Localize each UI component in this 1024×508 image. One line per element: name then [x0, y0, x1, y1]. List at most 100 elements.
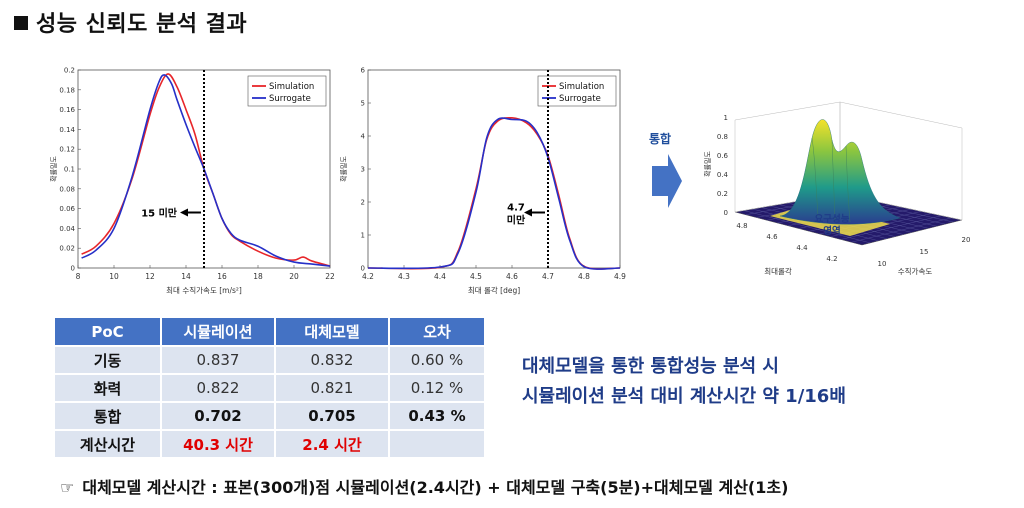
footnote: ☞ 대체모델 계산시간 : 표본(300개)점 시뮬레이션(2.4시간) + 대체… [60, 474, 788, 498]
merge-arrow-icon [652, 154, 682, 208]
legend-entry: Surrogate [269, 94, 311, 104]
row-label: 화력 [55, 374, 162, 403]
z-tick-label: 1 [724, 114, 728, 122]
z-tick-label: 0.6 [717, 152, 729, 160]
legend-entry: Simulation [269, 82, 314, 92]
threshold-label-line1: 4.7 [507, 203, 525, 214]
x-tick-label: 4.6 [766, 233, 778, 241]
y-tick-label: 1 [361, 232, 365, 240]
table-row: 계산시간 40.3 시간 2.4 시간 [55, 430, 486, 459]
threshold-label-line2: 미만 [507, 214, 526, 227]
y-tick-label: 0.2 [64, 67, 75, 75]
x-tick-label: 4.3 [398, 272, 410, 281]
region-label-line1: 요구성능 [815, 213, 850, 225]
cell-simulation: 0.702 [161, 402, 276, 431]
y-axis-label: 수직가속도 [898, 266, 933, 276]
cell-surrogate: 0.821 [275, 374, 390, 403]
legend-entry: Simulation [559, 82, 604, 92]
series-line-surrogate [81, 74, 331, 267]
z-tick-label: 0 [724, 209, 728, 217]
y-axis-label: 확률밀도 [339, 156, 348, 182]
page-title-text: 성능 신뢰도 분석 결과 [36, 12, 248, 37]
page-title: 성능 신뢰도 분석 결과 [14, 6, 247, 38]
x-tick-label: 4.8 [736, 222, 747, 230]
y-tick-label: 5 [361, 100, 365, 108]
summary-line-1: 대체모델을 통한 통합성능 분석 시 [522, 356, 779, 377]
pointing-hand-icon: ☞ [60, 478, 75, 497]
cell-surrogate: 2.4 시간 [275, 430, 390, 459]
back-panel-right [839, 101, 963, 221]
cell-simulation: 0.837 [161, 346, 276, 375]
legend-box [247, 75, 327, 107]
x-tick-label: 4.2 [826, 255, 837, 263]
table-header-error: 오차 [389, 318, 486, 347]
y-tick-label: 0 [361, 265, 365, 273]
table-header-surrogate: 대체모델 [275, 318, 390, 347]
legend-entry: Surrogate [559, 94, 601, 104]
x-tick-label: 16 [217, 272, 227, 281]
x-tick-label: 4.4 [434, 272, 446, 281]
table-header-row: PoC 시뮬레이션 대체모델 오차 [55, 318, 486, 347]
y-tick-label: 3 [361, 166, 365, 174]
y-tick-label: 15 [920, 248, 929, 256]
y-tick-label: 0.06 [59, 205, 75, 213]
summary-text: 대체모델을 통한 통합성능 분석 시 시뮬레이션 분석 대비 계산시간 약 1/… [522, 352, 846, 412]
threshold-arrow-head [524, 208, 532, 217]
x-tick-label: 4.8 [578, 272, 590, 281]
title-square-bullet [14, 16, 28, 30]
y-tick-label: 0.08 [59, 185, 75, 193]
cell-simulation: 0.822 [161, 374, 276, 403]
threshold-label: 15 미만 [141, 207, 178, 220]
y-tick-label: 0.12 [59, 146, 75, 154]
x-tick-label: 4.2 [362, 272, 374, 281]
legend-box [537, 75, 617, 107]
x-tick-label: 4.7 [542, 272, 554, 281]
y-tick-label: 0 [71, 265, 75, 273]
x-tick-label: 10 [109, 272, 119, 281]
cell-error: 0.60 % [389, 346, 486, 375]
cell-error [389, 430, 486, 459]
x-axis-label: 최대롤각 [764, 266, 792, 276]
footnote-text: 대체모델 계산시간 : 표본(300개)점 시뮬레이션(2.4시간) + 대체모… [82, 478, 789, 497]
y-tick-label: 0.14 [59, 126, 75, 134]
y-tick-label: 6 [361, 67, 366, 75]
y-tick-label: 0.02 [59, 245, 75, 253]
row-label: 계산시간 [55, 430, 162, 459]
x-tick-label: 14 [181, 272, 191, 281]
x-tick-label: 4.9 [614, 272, 626, 281]
row-label: 기동 [55, 346, 162, 375]
y-tick-label: 20 [962, 236, 971, 244]
threshold-arrow-head [180, 208, 188, 217]
cell-error: 0.43 % [389, 402, 486, 431]
cell-error: 0.12 % [389, 374, 486, 403]
merge-label: 통합 [649, 132, 672, 146]
x-tick-label: 12 [145, 272, 155, 281]
y-tick-label: 4 [361, 133, 366, 141]
results-table: PoC 시뮬레이션 대체모델 오차 기동 0.837 0.832 0.60 % … [55, 318, 486, 459]
chart-roll-angle: 4.2 4.3 4.4 4.5 4.6 4.7 4.8 4.9 0 1 2 3 4 5 6 최대 롤각 [de… [339, 67, 626, 296]
y-tick-label: 10 [878, 260, 887, 268]
surface-mesh-lines [811, 137, 851, 223]
x-axis-label: 최대 수직가속도 [m/s²] [166, 285, 242, 295]
x-tick-label: 22 [325, 272, 335, 281]
x-tick-label: 8 [76, 272, 81, 281]
z-axis-label: 확률밀도 [703, 151, 712, 177]
z-tick-label: 0.2 [717, 190, 728, 198]
table-row: 화력 0.822 0.821 0.12 % [55, 374, 486, 403]
y-tick-label: 0.1 [64, 166, 75, 174]
x-tick-label: 20 [289, 272, 299, 281]
chart-vertical-acceleration: 8 10 12 14 16 18 20 22 0 0.02 0.04 0.06 0.08 0.1 0.12 0… [49, 67, 335, 296]
table-header-poc: PoC [55, 318, 162, 347]
x-tick-label: 4.5 [470, 272, 482, 281]
cell-surrogate: 0.705 [275, 402, 390, 431]
table-row: 통합 0.702 0.705 0.43 % [55, 402, 486, 431]
x-tick-label: 4.4 [796, 244, 808, 252]
x-axis-label: 최대 롤각 [deg] [468, 285, 520, 295]
y-axis-label: 확률밀도 [49, 156, 58, 182]
z-tick-label: 0.8 [717, 133, 728, 141]
z-tick-label: 0.4 [717, 171, 729, 179]
table-header-simulation: 시뮬레이션 [161, 318, 276, 347]
summary-line-2: 시뮬레이션 분석 대비 계산시간 약 1/16배 [522, 386, 846, 407]
cell-surrogate: 0.832 [275, 346, 390, 375]
y-tick-label: 0.16 [59, 106, 75, 114]
